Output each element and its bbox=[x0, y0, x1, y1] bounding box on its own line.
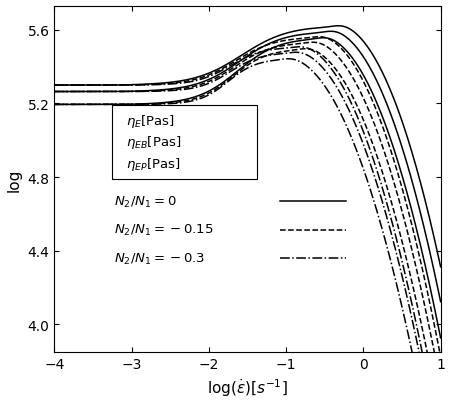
Text: $\eta_{EP}$[Pas]: $\eta_{EP}$[Pas] bbox=[125, 155, 180, 172]
X-axis label: $\log(\dot{\varepsilon})[s^{-1}]$: $\log(\dot{\varepsilon})[s^{-1}]$ bbox=[207, 376, 287, 398]
Text: $N_2/N_1=-0.15$: $N_2/N_1=-0.15$ bbox=[114, 223, 213, 238]
Text: $N_2/N_1=-0.3$: $N_2/N_1=-0.3$ bbox=[114, 251, 205, 266]
Text: $\eta_E$[Pas]: $\eta_E$[Pas] bbox=[125, 113, 175, 130]
Text: $N_2/N_1=0$: $N_2/N_1=0$ bbox=[114, 194, 176, 209]
Text: $\eta_{EB}$[Pas]: $\eta_{EB}$[Pas] bbox=[125, 134, 181, 151]
Y-axis label: log: log bbox=[7, 168, 22, 191]
FancyBboxPatch shape bbox=[112, 105, 257, 179]
